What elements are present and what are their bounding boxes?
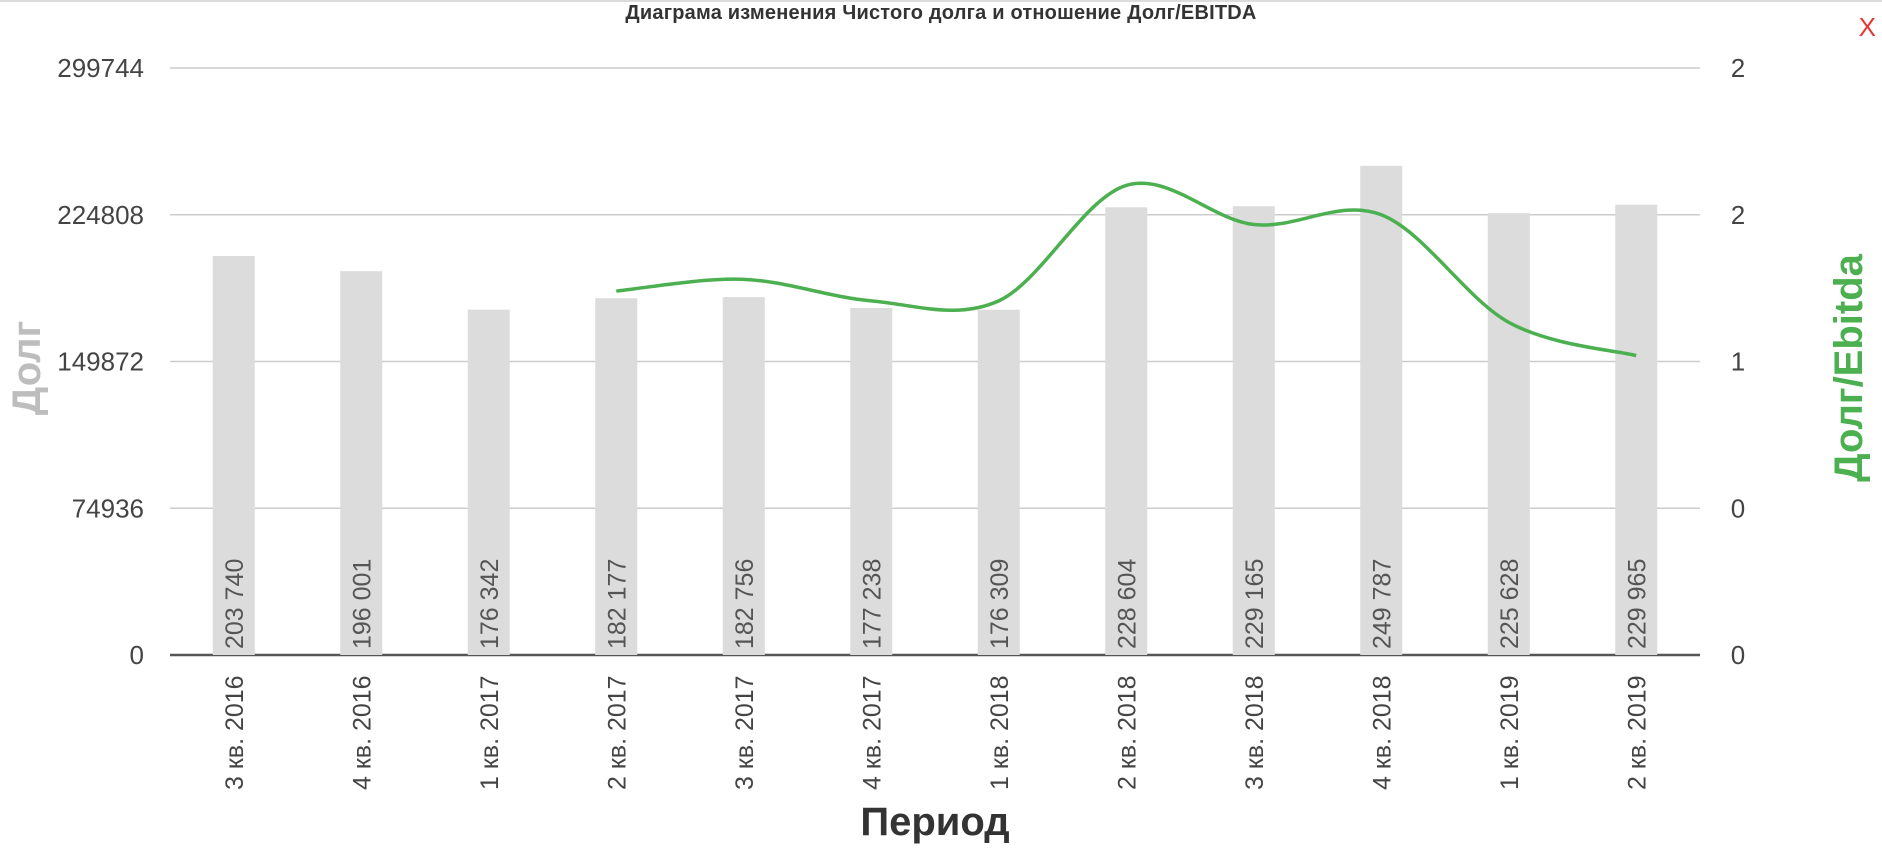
y-axis-title: Долг	[5, 321, 49, 416]
x-tick-label: 4 кв. 2016	[348, 675, 376, 790]
chart-title: Диаграма изменения Чистого долга и отнош…	[625, 2, 1257, 24]
bar	[850, 307, 893, 655]
x-tick-label: 3 кв. 2016	[221, 675, 249, 790]
x-axis-categories: 3 кв. 2016 4 кв. 2016 1 кв. 2017 2 кв. 2017…	[221, 675, 1652, 790]
x-tick-label: 2 кв. 2017	[603, 675, 631, 790]
bar	[1487, 213, 1530, 655]
bar	[1360, 165, 1403, 655]
bar	[467, 309, 510, 655]
y-tick-label: 224808	[57, 200, 144, 230]
y-tick-label: 74936	[72, 493, 144, 523]
y2-tick-label: 2	[1731, 200, 1745, 230]
bar-value-label: 203 740	[221, 559, 249, 649]
y2-tick-label: 0	[1731, 640, 1745, 670]
x-tick-label: 1 кв. 2019	[1496, 675, 1524, 790]
y2-tick-label: 0	[1731, 493, 1745, 523]
y-tick-label: 149872	[57, 347, 144, 377]
bar-series	[212, 165, 1658, 655]
bar-value-label: 182 177	[603, 559, 631, 649]
bar	[977, 309, 1020, 655]
y2-tick-label: 2	[1731, 53, 1745, 83]
x-tick-label: 2 кв. 2019	[1623, 675, 1651, 790]
bar	[595, 298, 638, 655]
bar-value-label: 182 756	[731, 559, 759, 649]
left-axis-ticks: 0 74936 149872 224808 299744	[57, 53, 144, 670]
bar	[340, 271, 383, 655]
grid-lines	[170, 67, 1700, 657]
x-tick-label: 1 кв. 2018	[986, 675, 1014, 790]
y-tick-label: 0	[130, 640, 144, 670]
bar	[1615, 204, 1658, 655]
x-tick-label: 3 кв. 2018	[1241, 675, 1269, 790]
bar-value-label: 229 165	[1241, 559, 1269, 649]
line-series	[616, 181, 1637, 358]
x-tick-label: 1 кв. 2017	[476, 675, 504, 790]
bar-value-label: 228 604	[1113, 559, 1141, 649]
bar-value-label: 229 965	[1623, 559, 1651, 649]
bar-value-label: 196 001	[348, 559, 376, 649]
x-tick-label: 2 кв. 2018	[1113, 675, 1141, 790]
y2-axis-title: Долг/Ebitda	[1827, 253, 1871, 482]
y2-tick-label: 1	[1731, 347, 1745, 377]
x-tick-label: 3 кв. 2017	[731, 675, 759, 790]
bar-value-label: 225 628	[1496, 559, 1524, 649]
bar	[722, 297, 765, 655]
right-axis-ticks: 0 0 1 2 2	[1731, 53, 1745, 670]
x-tick-label: 4 кв. 2018	[1368, 675, 1396, 790]
top-border	[0, 0, 1882, 2]
x-axis-title: Период	[860, 800, 1009, 844]
x-tick-label: 4 кв. 2017	[858, 675, 886, 790]
close-button[interactable]: X	[1858, 12, 1876, 42]
bar-value-label: 176 342	[476, 559, 504, 649]
bar-value-label: 176 309	[986, 559, 1014, 649]
debt-ebitda-line	[616, 181, 1637, 358]
bar-value-labels: 203 740 196 001 176 342 182 177 182 756 177 2…	[221, 559, 1652, 649]
bar-value-label: 177 238	[858, 559, 886, 649]
bar	[212, 256, 255, 655]
y-tick-label: 299744	[57, 53, 144, 83]
bar	[1105, 207, 1148, 655]
bar	[1232, 206, 1275, 655]
bar-value-label: 249 787	[1368, 559, 1396, 649]
